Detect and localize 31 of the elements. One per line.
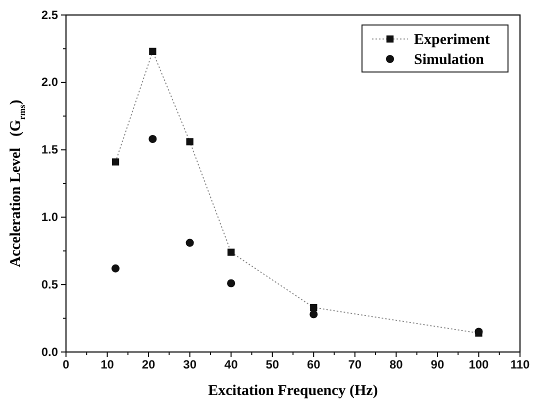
point <box>227 279 236 288</box>
x-tick-label: 90 <box>430 358 444 372</box>
x-axis-title: Excitation Frequency (Hz) <box>208 383 378 399</box>
legend-label: Experiment <box>414 32 490 48</box>
point <box>310 310 318 318</box>
x-tick-label: 70 <box>348 358 362 372</box>
x-tick-label: 30 <box>183 358 197 372</box>
point <box>149 48 156 55</box>
x-tick-label: 100 <box>468 358 490 372</box>
x-tick-label: 40 <box>224 358 238 372</box>
x-tick-label: 50 <box>266 358 280 372</box>
y-tick-label: 2.5 <box>41 8 58 22</box>
point <box>186 238 194 247</box>
x-tick-label: 10 <box>100 358 114 372</box>
point <box>186 138 194 146</box>
x-tick-label: 20 <box>142 358 156 372</box>
point <box>111 264 120 272</box>
y-tick-label: 0.0 <box>41 344 58 359</box>
y-tick-label: 0.5 <box>41 277 58 292</box>
x-tick-label: 0 <box>62 358 70 372</box>
x-tick-label: 60 <box>306 358 321 372</box>
point <box>112 158 120 166</box>
point <box>148 134 157 144</box>
x-tick-label: 80 <box>390 358 404 372</box>
y-tick-label: 1.0 <box>41 210 58 224</box>
legend-label: Simulation <box>414 52 485 68</box>
point <box>310 304 318 312</box>
point <box>228 248 235 256</box>
y-tick-label: 1.5 <box>41 142 58 157</box>
x-tick-label: 110 <box>510 358 530 372</box>
y-tick-label: 2.0 <box>41 75 58 90</box>
